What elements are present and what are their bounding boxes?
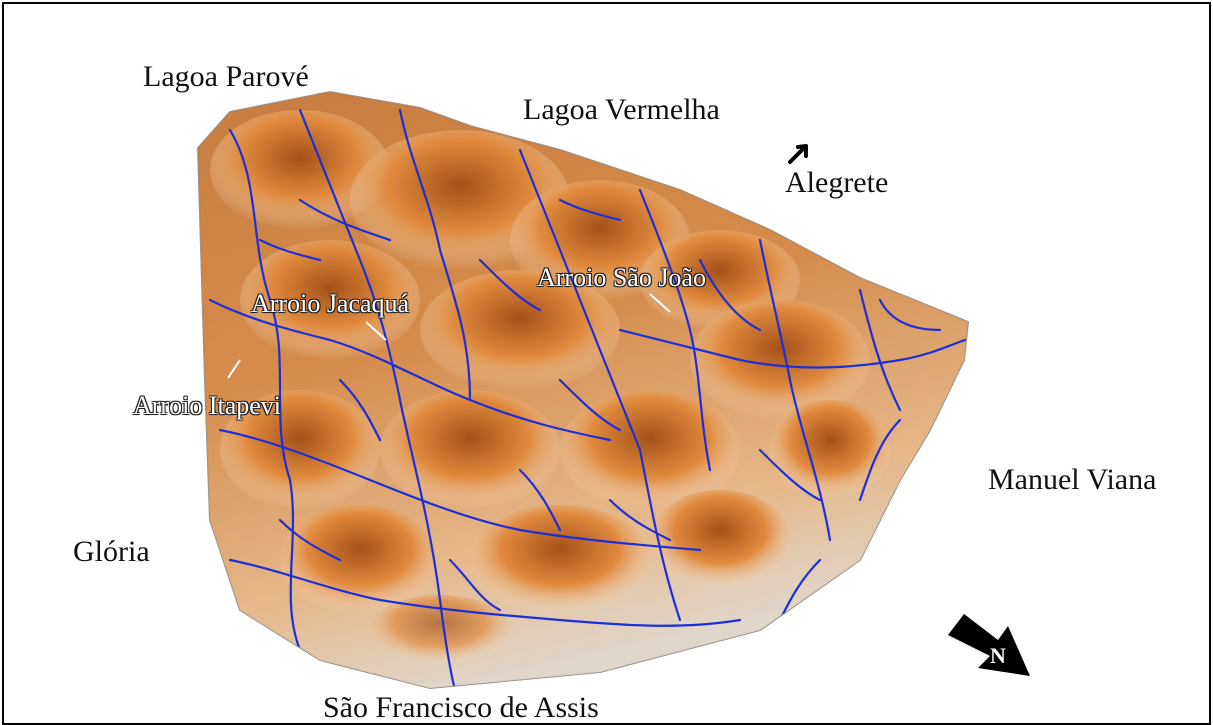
itapevi-pointer [227,359,241,379]
label-lagoa-vermelha: Lagoa Vermelha [523,93,720,126]
label-arroio-itapevi: Arroio Itapevi [133,391,282,420]
alegrete-direction-arrow [788,144,808,164]
label-lagoa-parove: Lagoa Parové [143,60,309,93]
label-manuel-viana: Manuel Viana [988,463,1157,496]
drainage-network [208,108,967,688]
label-sao-francisco-de-assis: São Francisco de Assis [323,691,599,724]
label-arroio-jacaqua: Arroio Jacaquá [251,289,410,318]
label-gloria: Glória [73,535,150,568]
label-arroio-sao-joao: Arroio São João [537,263,706,292]
sao-joao-pointer [649,293,671,313]
jacaqua-pointer [365,321,387,341]
north-label: N [990,643,1006,668]
north-arrow-icon [948,614,1030,676]
label-alegrete: Alegrete [785,166,889,199]
